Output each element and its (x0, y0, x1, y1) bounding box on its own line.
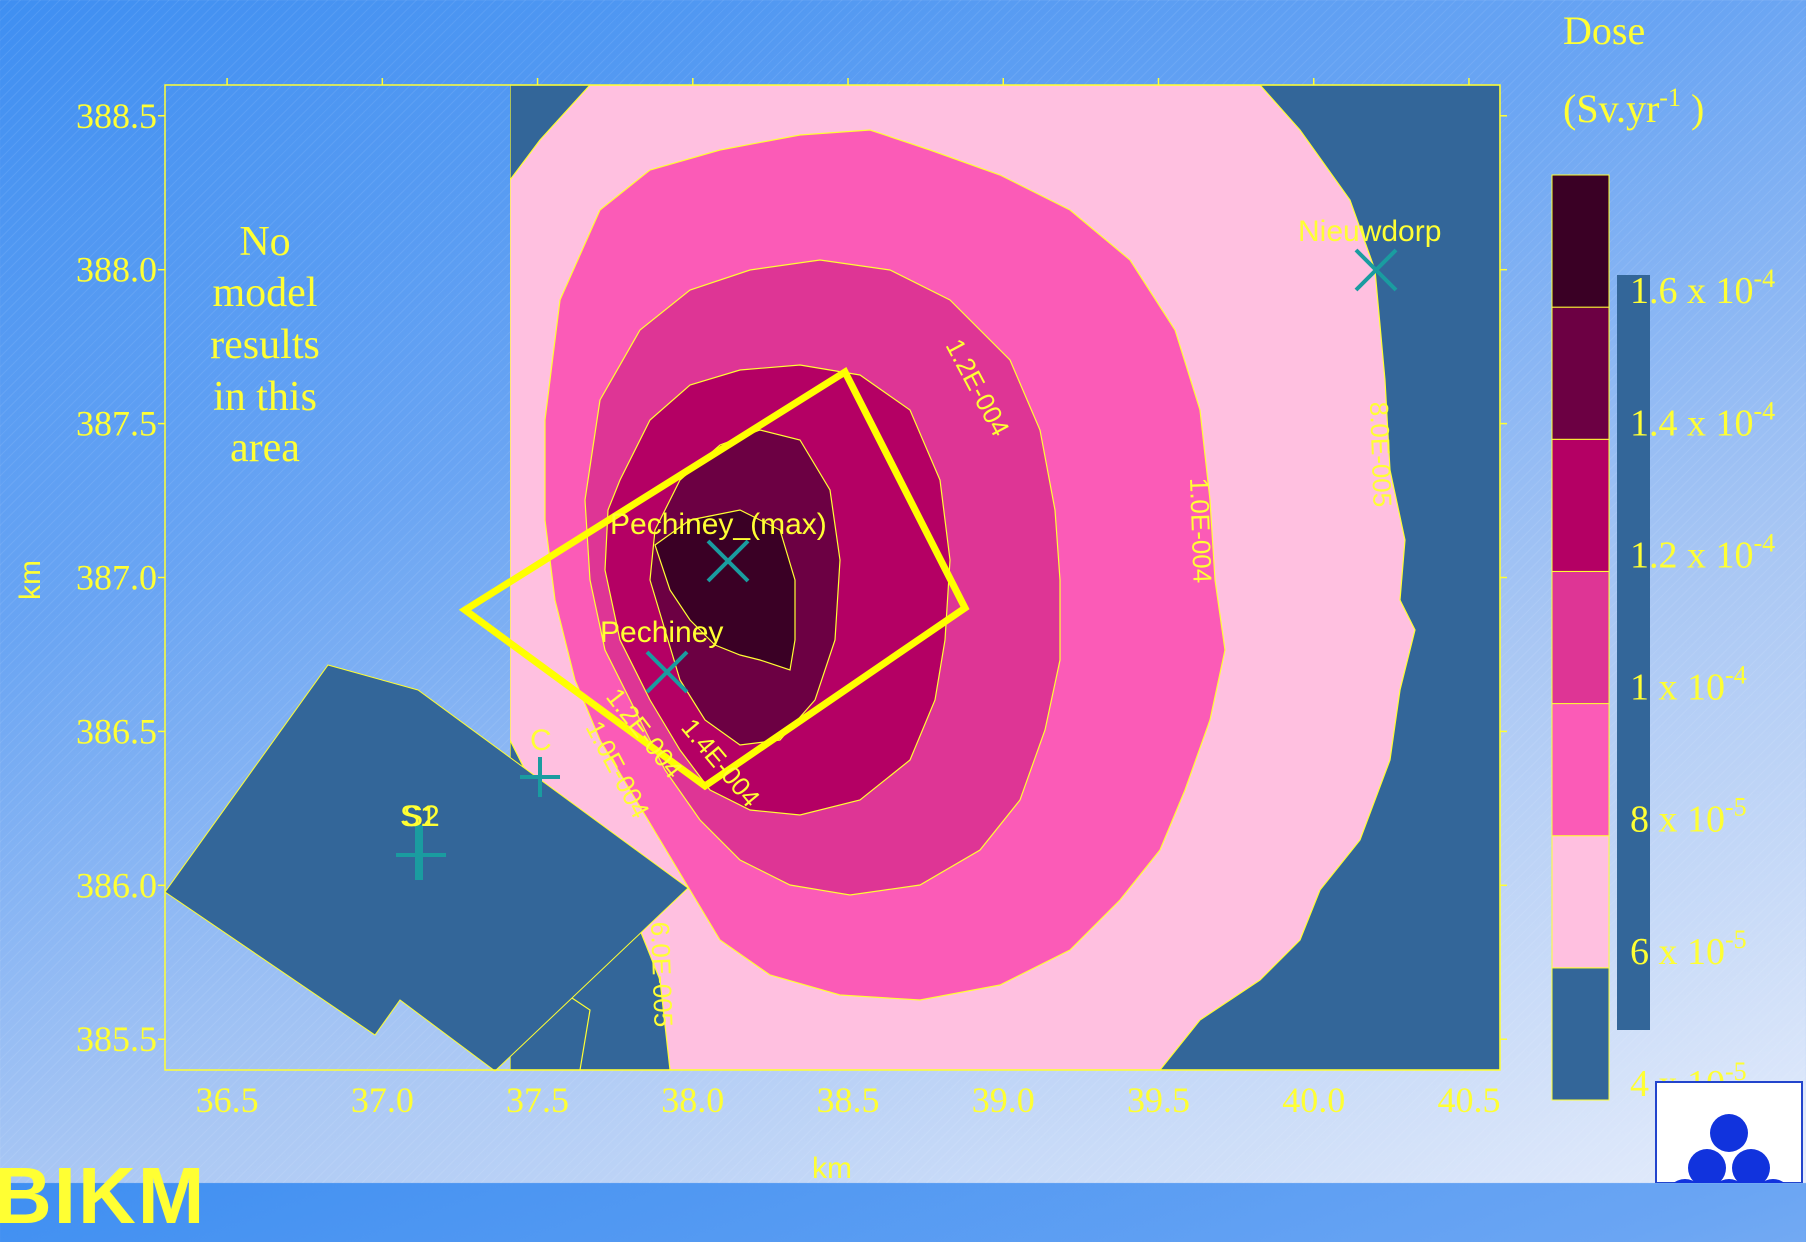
colorbar-label: 1.2 x 10-4 (1630, 528, 1775, 576)
x-tick-label: 38.5 (817, 1080, 880, 1120)
y-tick-label: 386.0 (76, 865, 157, 905)
y-tick-label: 388.0 (76, 250, 157, 290)
colorbar-backing (1617, 275, 1650, 1030)
contour-label: 6.0E-005 (645, 921, 679, 1028)
site-label-s2: S2 (403, 800, 440, 833)
x-tick-label: 40.0 (1282, 1080, 1345, 1120)
colorbar-title: Dose (1563, 8, 1645, 53)
brand-text: BIKM (0, 1151, 207, 1240)
dose-map-chart: 36.5 37.0 37.5 38.0 38.5 39.0 39.5 40.0 40.5 385… (14, 8, 1803, 1183)
colorbar-swatch (1551, 570, 1610, 705)
site-label-pechiney-max: Pechiney_(max) (610, 508, 827, 541)
x-axis-ticks: 36.5 37.0 37.5 38.0 38.5 39.0 39.5 40.0 40.5 (196, 78, 1500, 1120)
annotation-line: area (230, 425, 300, 471)
site-labels: Pechiney_(max) Pechiney Nieuwdorp S1 S2 … (400, 215, 1441, 833)
colorbar-unit: (Sv.yr-1 ) (1563, 83, 1704, 131)
x-tick-label: 39.0 (972, 1080, 1035, 1120)
site-markers (396, 248, 1398, 880)
source-area-outline (458, 367, 970, 791)
colorbar-swatch (1551, 967, 1610, 1101)
x-tick-label: 39.5 (1127, 1080, 1190, 1120)
colorbar (1551, 174, 1610, 1101)
colorbar-swatch (1551, 306, 1610, 440)
colorbar-label: 1.6 x 10-4 (1630, 264, 1775, 312)
marker-s1 (396, 825, 446, 880)
y-tick-label: 388.5 (76, 96, 157, 136)
colorbar-label: 6 x 10-5 (1630, 925, 1747, 973)
contour-label: 1.0E-004 (1184, 477, 1218, 584)
marker-pechiney-max (706, 539, 750, 583)
colorbar-swatch (1551, 174, 1610, 308)
y-tick-label: 387.0 (76, 558, 157, 598)
colorbar-swatch (1551, 438, 1610, 572)
x-tick-label: 37.0 (351, 1080, 414, 1120)
annotation-line: in this (213, 374, 317, 420)
y-axis-ticks: 385.5 386.0 386.5 387.0 387.5 388.0 388.5 (76, 96, 1507, 1059)
x-tick-label: 37.5 (506, 1080, 569, 1120)
colorbar-label: 8 x 10-5 (1630, 793, 1747, 841)
colorbar-label: 1.4 x 10-4 (1630, 396, 1775, 444)
y-tick-label: 386.5 (76, 711, 157, 751)
y-tick-label: 387.5 (76, 404, 157, 444)
colorbar-swatch (1551, 835, 1610, 969)
marker-c (520, 757, 560, 797)
band-max (654, 509, 796, 671)
blue-polygon-region (164, 664, 689, 1072)
annotation-line: No (239, 219, 290, 265)
colorbar-label: 1 x 10-4 (1630, 661, 1747, 709)
x-tick-label: 38.0 (661, 1080, 724, 1120)
y-axis-label: km (14, 560, 47, 600)
x-axis-label: km (812, 1152, 852, 1183)
logo (1655, 1081, 1803, 1183)
x-tick-label: 36.5 (196, 1080, 259, 1120)
colorbar-swatch (1551, 703, 1610, 837)
no-model-annotation: No model results in this area (210, 219, 320, 471)
site-label-c: C (530, 724, 552, 757)
marker-pechiney (645, 650, 689, 694)
annotation-line: results (210, 322, 320, 368)
site-label-nieuwdorp: Nieuwdorp (1298, 215, 1441, 248)
contour-label: 8.0E-005 (1364, 401, 1398, 508)
marker-nieuwdorp (1354, 248, 1398, 292)
site-label-s1: S1 (400, 800, 437, 833)
y-tick-label: 385.5 (76, 1019, 157, 1059)
site-label-pechiney: Pechiney (600, 616, 723, 649)
annotation-line: model (213, 270, 318, 316)
x-tick-label: 40.5 (1437, 1080, 1500, 1120)
colorbar-labels: 4 x 10-56 x 10-58 x 10-51 x 10-41.2 x 10… (1630, 264, 1775, 1105)
